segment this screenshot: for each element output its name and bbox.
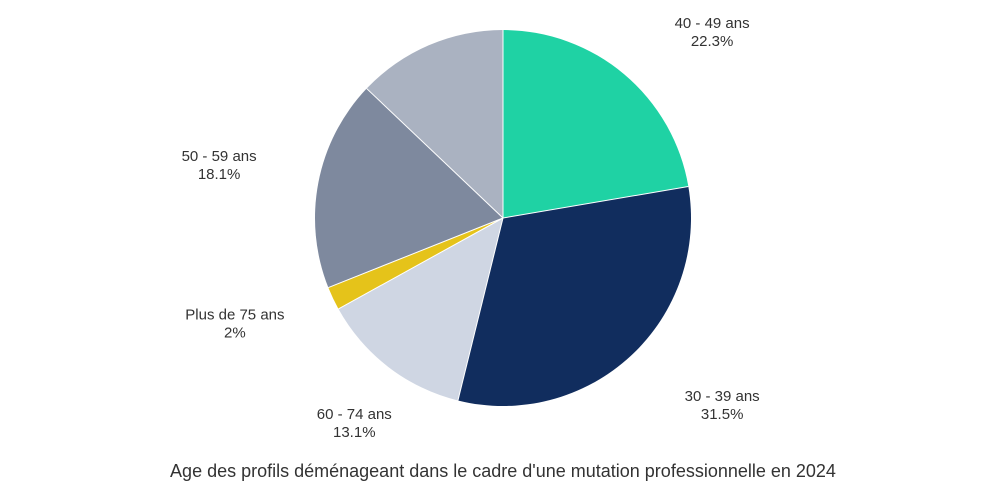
slice-label: 60 - 74 ans13.1% <box>317 406 392 441</box>
slice-label: 50 - 59 ans18.1% <box>182 148 257 183</box>
pie-slice <box>503 30 688 218</box>
slice-label: 40 - 49 ans22.3% <box>675 15 750 50</box>
slice-label: Plus de 75 ans2% <box>185 306 284 341</box>
age-pie-chart: 40 - 49 ans22.3% 30 - 39 ans31.5% 60 - 74 … <box>0 0 1006 500</box>
chart-caption: Age des profils déménageant dans le cadr… <box>0 461 1006 482</box>
slice-label: 30 - 39 ans31.5% <box>685 388 760 423</box>
